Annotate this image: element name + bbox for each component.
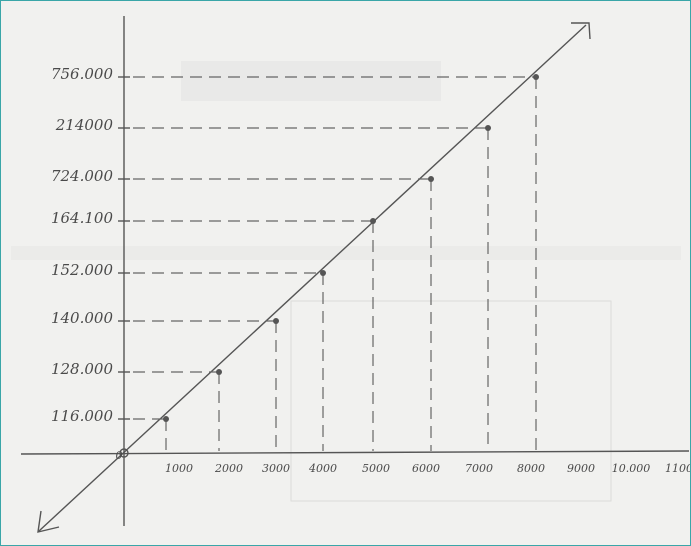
point: [163, 416, 169, 422]
y-label: 164.100: [51, 209, 113, 227]
x-label: 6000: [412, 462, 440, 475]
point: [273, 318, 279, 324]
x-label: 7000: [465, 462, 493, 475]
point: [370, 218, 376, 224]
x-label: 1100: [665, 462, 690, 475]
point: [485, 125, 491, 131]
x-label: 10.000: [612, 462, 651, 475]
y-label: 128.000: [51, 360, 113, 378]
x-label: 4000: [308, 462, 337, 475]
y-label: 116.000: [51, 407, 113, 425]
x-label: 5000: [362, 462, 390, 475]
point: [533, 74, 539, 80]
x-label: 0: [116, 449, 123, 462]
point: [216, 369, 222, 375]
graph-paper: 756.000 214000 724.000 164.100 152.000 140.00…: [1, 1, 690, 545]
x-label: 9000: [567, 462, 595, 475]
y-label: 756.000: [51, 65, 113, 83]
ghost-line: [11, 246, 681, 260]
x-label: 3000: [262, 462, 290, 475]
y-label: 214000: [55, 116, 114, 134]
point: [428, 176, 434, 182]
photo-frame: 756.000 214000 724.000 164.100 152.000 140.00…: [0, 0, 691, 546]
y-label: 152.000: [51, 261, 113, 279]
point: [320, 270, 326, 276]
x-label: 2000: [214, 462, 243, 475]
y-label: 724.000: [51, 167, 113, 185]
x-label: 1000: [165, 462, 193, 475]
x-label: 8000: [517, 462, 545, 475]
y-label: 140.000: [51, 309, 113, 327]
ghost-heading: [181, 61, 441, 101]
